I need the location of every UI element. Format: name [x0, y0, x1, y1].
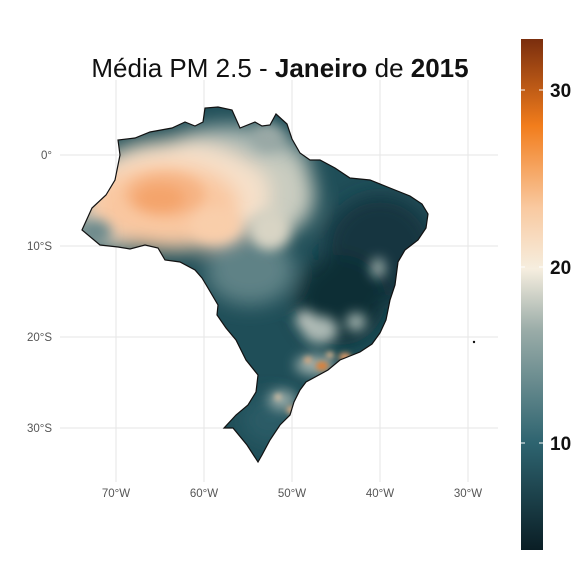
y-tick-label: 30°S — [27, 423, 52, 435]
bahia-light — [371, 258, 385, 278]
y-tick-label: 10°S — [27, 241, 52, 253]
x-tick-label: 40°W — [366, 488, 394, 500]
title-prefix: Média PM 2.5 - — [91, 53, 275, 83]
amazon-hotspot-core — [135, 184, 185, 212]
map-title: Média PM 2.5 - Janeiro de 2015 — [91, 53, 468, 83]
offshore-island — [472, 340, 476, 344]
y-tick-label: 0° — [41, 150, 52, 162]
goias-light — [295, 310, 315, 330]
color-legend: 30 20 10 — [521, 39, 571, 550]
sp-light — [295, 355, 335, 375]
title-month: Janeiro — [275, 53, 368, 83]
sao-paulo-hotspot — [316, 362, 328, 370]
title-connector: de — [367, 53, 410, 83]
y-tick-label: 20°S — [27, 332, 52, 344]
amapa-gray — [252, 124, 284, 152]
x-tick-label: 60°W — [190, 488, 218, 500]
brazil-heatmap — [82, 107, 428, 462]
tocantins-light — [250, 210, 290, 250]
minas-east-light — [346, 313, 366, 331]
legend-tick-label: 30 — [550, 81, 571, 102]
region-centerwest — [205, 235, 295, 305]
parana-light — [268, 390, 296, 410]
legend-tick-label: 20 — [550, 258, 571, 279]
x-tick-label: 70°W — [102, 488, 130, 500]
x-tick-label: 50°W — [278, 488, 306, 500]
amazon-east-band — [190, 207, 240, 243]
title-year: 2015 — [411, 53, 469, 83]
vale-hotspot — [326, 352, 334, 358]
colorbar — [521, 39, 543, 550]
x-tick-label: 30°W — [454, 488, 482, 500]
x-axis-labels: 70°W 60°W 50°W 40°W 30°W — [102, 488, 482, 500]
parana-hotspot — [275, 394, 281, 400]
legend-tick-label: 10 — [550, 434, 571, 455]
sp-interior-hotspot — [304, 357, 312, 363]
y-axis-labels: 0° 10°S 20°S 30°S — [27, 150, 52, 435]
